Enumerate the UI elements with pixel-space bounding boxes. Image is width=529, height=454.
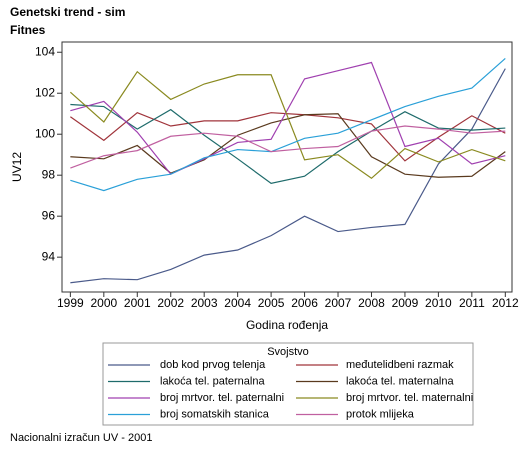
legend-label: međutelidbeni razmak: [346, 359, 454, 371]
x-tick-label: 2003: [191, 296, 218, 310]
series-line: [70, 68, 506, 284]
footnote: Nacionalni izračun UV - 2001: [10, 432, 152, 444]
legend-label: lakoća tel. paternalna: [160, 375, 265, 387]
series-line: [70, 103, 506, 185]
legend-title: Svojstvo: [267, 346, 309, 358]
x-tick-label: 2002: [157, 296, 184, 310]
x-tick-label: 2006: [291, 296, 318, 310]
y-tick-label: 94: [42, 249, 56, 263]
x-tick-label: 2001: [124, 296, 151, 310]
x-axis-label: Godina rođenja: [246, 318, 328, 332]
legend-label: broj somatskih stanica: [160, 408, 270, 420]
x-tick-label: 2010: [425, 296, 452, 310]
y-tick-label: 98: [42, 167, 56, 181]
series-line: [70, 61, 506, 175]
x-tick-label: 2004: [224, 296, 251, 310]
y-tick-label: 102: [35, 85, 55, 99]
x-tick-label: 1999: [57, 296, 84, 310]
x-tick-label: 2000: [90, 296, 117, 310]
legend-label: dob kod prvog telenja: [160, 359, 266, 371]
chart-subtitle: Fitnes: [10, 23, 46, 37]
y-tick-label: 96: [42, 208, 56, 222]
series-line: [70, 112, 506, 162]
legend-label: protok mlijeka: [346, 408, 415, 420]
legend-box: [102, 342, 474, 426]
x-tick-label: 2011: [459, 296, 485, 310]
y-axis-label: UV12: [10, 152, 24, 182]
legend-label: broj mrtvor. tel. paternalni: [160, 392, 284, 404]
y-tick-label: 104: [35, 44, 55, 58]
x-tick-label: 2005: [258, 296, 285, 310]
plot-frame: [61, 41, 513, 293]
x-tick-label: 2008: [358, 296, 385, 310]
series-line: [69, 70, 506, 180]
legend-label: lakoća tel. maternalna: [346, 375, 454, 387]
series-line: [70, 57, 506, 192]
x-tick-label: 2012: [492, 296, 519, 310]
legend-label: broj mrtvor. tel. maternalni: [346, 392, 473, 404]
series-line: [70, 125, 506, 169]
x-tick-label: 2009: [392, 296, 419, 310]
y-tick-label: 100: [35, 126, 55, 140]
chart-title: Genetski trend - sim: [10, 5, 125, 19]
x-tick-label: 2007: [325, 296, 352, 310]
